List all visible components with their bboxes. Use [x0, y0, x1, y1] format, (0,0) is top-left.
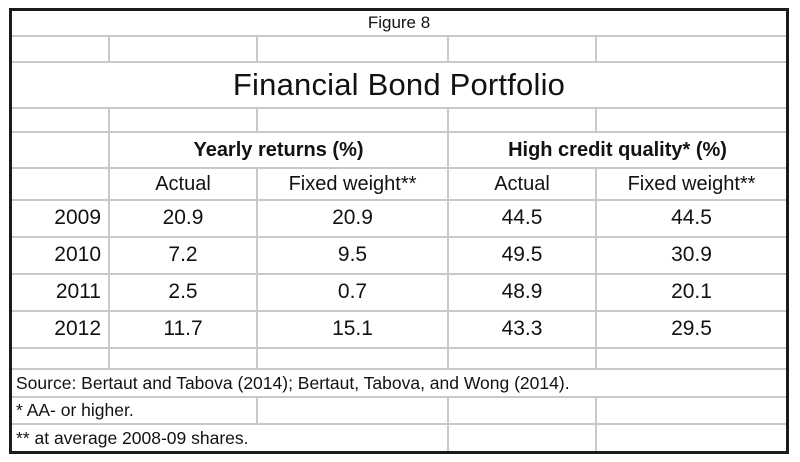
empty-cell	[594, 396, 788, 425]
quality-actual-value: 48.9	[447, 273, 597, 312]
table-row-2012: 2012 11.7 15.1 43.3 29.5	[11, 310, 788, 349]
empty-cell	[11, 167, 110, 201]
returns-fixed-value: 9.5	[256, 236, 449, 275]
returns-fixed-weight-header: Fixed weight**	[256, 167, 449, 201]
empty-cell	[256, 107, 449, 133]
footnote-row-1: * AA- or higher.	[11, 396, 788, 425]
year-label: 2012	[11, 310, 110, 349]
column-group-header-row: Yearly returns (%) High credit quality* …	[11, 131, 788, 169]
empty-cell	[108, 35, 258, 63]
table-row-2009: 2009 20.9 20.9 44.5 44.5	[11, 199, 788, 238]
quality-fixed-value: 20.1	[594, 273, 788, 312]
yearly-returns-group-header: Yearly returns (%)	[108, 131, 449, 169]
figure-frame: Figure 8 Financial Bond Portfolio Yearly…	[9, 8, 789, 454]
empty-cell	[447, 107, 597, 133]
empty-cell	[11, 107, 110, 133]
empty-cell	[594, 35, 788, 63]
spacer-row	[11, 347, 788, 370]
returns-actual-value: 20.9	[108, 199, 258, 238]
financial-bond-portfolio-table: Figure 8 Financial Bond Portfolio Yearly…	[10, 10, 788, 452]
table-row-2011: 2011 2.5 0.7 48.9 20.1	[11, 273, 788, 312]
quality-fixed-value: 29.5	[594, 310, 788, 349]
figure-label: Figure 8	[10, 10, 788, 37]
quality-fixed-weight-header: Fixed weight**	[594, 167, 788, 201]
empty-cell	[108, 347, 258, 370]
figure-label-row: Figure 8	[10, 10, 788, 37]
empty-cell	[447, 423, 597, 452]
high-credit-quality-group-header: High credit quality* (%)	[446, 131, 788, 169]
empty-cell	[447, 35, 597, 63]
footnote-row-2: ** at average 2008-09 shares.	[11, 423, 788, 452]
empty-cell	[256, 35, 449, 63]
empty-cell	[256, 347, 449, 370]
returns-fixed-value: 0.7	[256, 273, 449, 312]
empty-cell	[447, 396, 597, 425]
footnote-average-shares: ** at average 2008-09 shares.	[11, 423, 449, 452]
returns-actual-value: 7.2	[108, 236, 258, 275]
table-title: Financial Bond Portfolio	[10, 61, 788, 109]
spacer-row	[11, 35, 788, 63]
year-label: 2011	[11, 273, 110, 312]
empty-cell	[447, 347, 597, 370]
year-label: 2010	[11, 236, 110, 275]
empty-cell	[594, 347, 788, 370]
year-label: 2009	[11, 199, 110, 238]
returns-fixed-value: 20.9	[256, 199, 449, 238]
returns-actual-value: 11.7	[108, 310, 258, 349]
empty-cell	[256, 396, 449, 425]
returns-fixed-value: 15.1	[256, 310, 449, 349]
source-note: Source: Bertaut and Tabova (2014); Berta…	[10, 368, 788, 398]
quality-actual-value: 44.5	[447, 199, 597, 238]
quality-actual-header: Actual	[447, 167, 597, 201]
quality-fixed-value: 30.9	[594, 236, 788, 275]
footnote-aa-or-higher: * AA- or higher.	[11, 396, 258, 425]
returns-actual-value: 2.5	[108, 273, 258, 312]
empty-cell	[11, 347, 110, 370]
column-subheader-row: Actual Fixed weight** Actual Fixed weigh…	[11, 167, 788, 201]
empty-cell	[11, 35, 110, 63]
empty-cell	[594, 107, 788, 133]
quality-fixed-value: 44.5	[594, 199, 788, 238]
quality-actual-value: 49.5	[447, 236, 597, 275]
spacer-row	[11, 107, 788, 133]
quality-actual-value: 43.3	[447, 310, 597, 349]
empty-cell	[11, 131, 110, 169]
empty-cell	[108, 107, 258, 133]
source-note-row: Source: Bertaut and Tabova (2014); Berta…	[10, 368, 788, 398]
returns-actual-header: Actual	[108, 167, 258, 201]
empty-cell	[594, 423, 788, 452]
title-row: Financial Bond Portfolio	[10, 61, 788, 109]
table-row-2010: 2010 7.2 9.5 49.5 30.9	[11, 236, 788, 275]
